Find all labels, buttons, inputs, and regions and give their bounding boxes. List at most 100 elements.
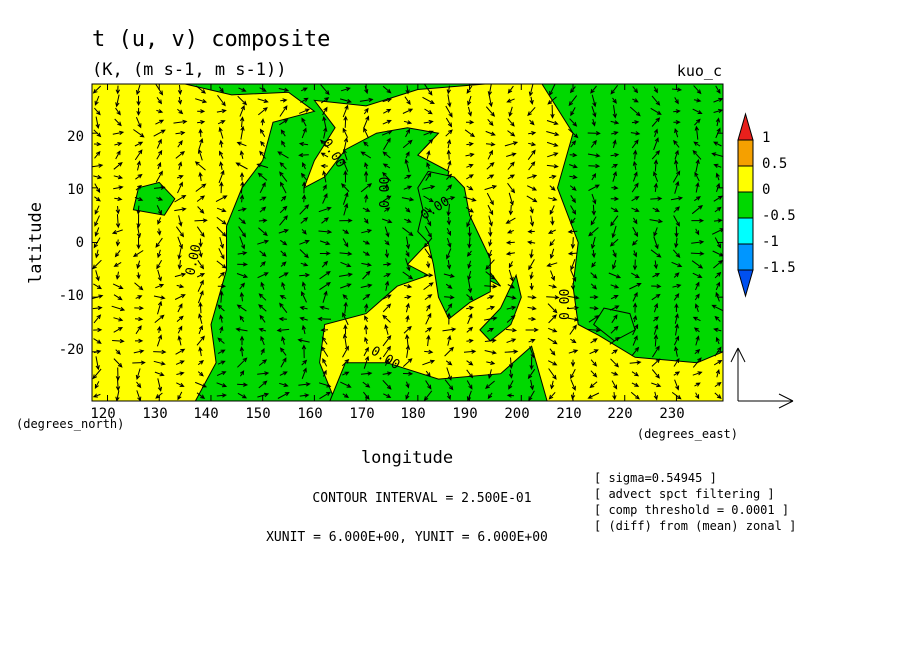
wind-arrow bbox=[323, 126, 328, 139]
wind-arrow bbox=[508, 269, 514, 282]
wind-arrow bbox=[467, 260, 472, 270]
wind-arrow bbox=[94, 95, 100, 106]
wind-arrow bbox=[570, 205, 577, 215]
wind-arrow bbox=[632, 302, 638, 313]
wind-arrow bbox=[301, 344, 307, 359]
wind-arrow bbox=[198, 313, 203, 324]
notes: [ sigma=0.54945 ] [ advect spct filterin… bbox=[594, 471, 796, 533]
wind-arrow bbox=[608, 272, 622, 279]
wind-arrow bbox=[405, 302, 410, 313]
wind-arrow bbox=[340, 381, 352, 388]
wind-arrow bbox=[95, 116, 100, 130]
wind-arrow bbox=[136, 214, 141, 229]
wind-arrow bbox=[134, 141, 144, 147]
wind-arrow bbox=[218, 169, 225, 184]
wind-arrow bbox=[465, 206, 474, 213]
wind-arrow bbox=[382, 334, 392, 347]
wind-arrow bbox=[466, 360, 474, 366]
wind-arrow bbox=[443, 273, 455, 278]
wind-arrow bbox=[279, 382, 289, 387]
wind-arrow bbox=[195, 381, 208, 388]
wind-arrow bbox=[568, 95, 578, 107]
wind-arrow bbox=[197, 290, 204, 304]
wind-arrow bbox=[465, 120, 475, 125]
wind-arrow bbox=[713, 327, 722, 332]
wind-arrow bbox=[713, 141, 722, 147]
wind-arrow bbox=[382, 303, 392, 313]
wind-arrow bbox=[505, 240, 515, 245]
wind-arrow bbox=[488, 94, 493, 108]
wind-arrow bbox=[342, 294, 348, 300]
wind-arrow bbox=[674, 149, 679, 160]
wind-arrow bbox=[320, 327, 329, 333]
wind-arrow bbox=[384, 323, 389, 335]
wind-arrow bbox=[257, 239, 270, 245]
wind-arrow bbox=[402, 108, 414, 114]
wind-arrow bbox=[423, 237, 433, 248]
wind-arrow bbox=[237, 382, 249, 387]
wind-arrow bbox=[198, 171, 203, 182]
wind-arrow bbox=[486, 162, 495, 170]
wind-arrow bbox=[570, 259, 576, 271]
wind-arrow bbox=[259, 150, 266, 159]
wind-arrow bbox=[507, 229, 514, 234]
wind-arrow bbox=[157, 300, 163, 315]
wind-arrow bbox=[591, 172, 597, 181]
wind-arrow bbox=[590, 338, 598, 344]
wind-arrow bbox=[238, 217, 246, 225]
wind-arrow bbox=[487, 149, 493, 160]
wind-arrow bbox=[713, 163, 722, 168]
wind-arrow bbox=[136, 272, 141, 280]
wind-arrow bbox=[508, 204, 514, 216]
wind-arrow bbox=[319, 305, 330, 310]
wind-arrow bbox=[713, 259, 723, 269]
wind-arrow bbox=[157, 217, 162, 225]
wind-arrow bbox=[653, 236, 659, 250]
wind-arrow bbox=[136, 381, 142, 389]
wind-arrow bbox=[674, 313, 679, 324]
wind-arrow bbox=[611, 185, 619, 190]
wind-arrow bbox=[113, 317, 124, 322]
wind-arrow bbox=[612, 249, 617, 258]
wind-arrow bbox=[629, 106, 641, 117]
wind-arrow bbox=[485, 259, 495, 270]
wind-arrow bbox=[239, 150, 244, 160]
wind-arrow bbox=[218, 86, 224, 94]
dataset-label: kuo_c bbox=[677, 62, 722, 80]
wind-arrow bbox=[673, 109, 681, 114]
wind-arrow bbox=[652, 272, 660, 278]
wind-arrow bbox=[115, 107, 121, 116]
wind-arrow bbox=[550, 270, 555, 282]
wind-arrow bbox=[508, 192, 514, 206]
wind-arrow bbox=[301, 117, 307, 127]
wind-arrow bbox=[176, 371, 185, 376]
wind-arrow bbox=[198, 324, 203, 335]
wind-arrow bbox=[527, 240, 536, 245]
wind-arrow bbox=[279, 302, 288, 314]
wind-arrow bbox=[197, 260, 205, 270]
wind-arrow bbox=[154, 371, 165, 377]
wind-arrow bbox=[446, 149, 451, 160]
wind-arrow bbox=[112, 338, 125, 344]
wind-arrow bbox=[549, 348, 556, 356]
wind-arrow bbox=[672, 249, 681, 258]
wind-arrow bbox=[300, 172, 307, 181]
wind-arrow bbox=[423, 130, 434, 136]
wind-arrow bbox=[382, 371, 393, 376]
wind-arrow bbox=[570, 237, 576, 250]
wind-arrow bbox=[651, 345, 660, 358]
wind-arrow bbox=[589, 349, 599, 355]
x-tick-label: 210 bbox=[556, 406, 581, 422]
wind-arrow bbox=[674, 237, 679, 249]
wind-arrow bbox=[610, 196, 620, 201]
wind-arrow bbox=[487, 392, 493, 400]
x-axis-units: (degrees_east) bbox=[637, 427, 738, 441]
wind-arrow bbox=[113, 358, 123, 368]
wind-arrow bbox=[547, 152, 559, 158]
wind-arrow bbox=[711, 152, 723, 158]
wind-arrow bbox=[235, 327, 248, 332]
wind-arrow bbox=[196, 226, 205, 238]
wind-arrow bbox=[177, 236, 183, 250]
colorbar-swatch bbox=[737, 269, 754, 298]
wind-arrow bbox=[278, 316, 287, 322]
